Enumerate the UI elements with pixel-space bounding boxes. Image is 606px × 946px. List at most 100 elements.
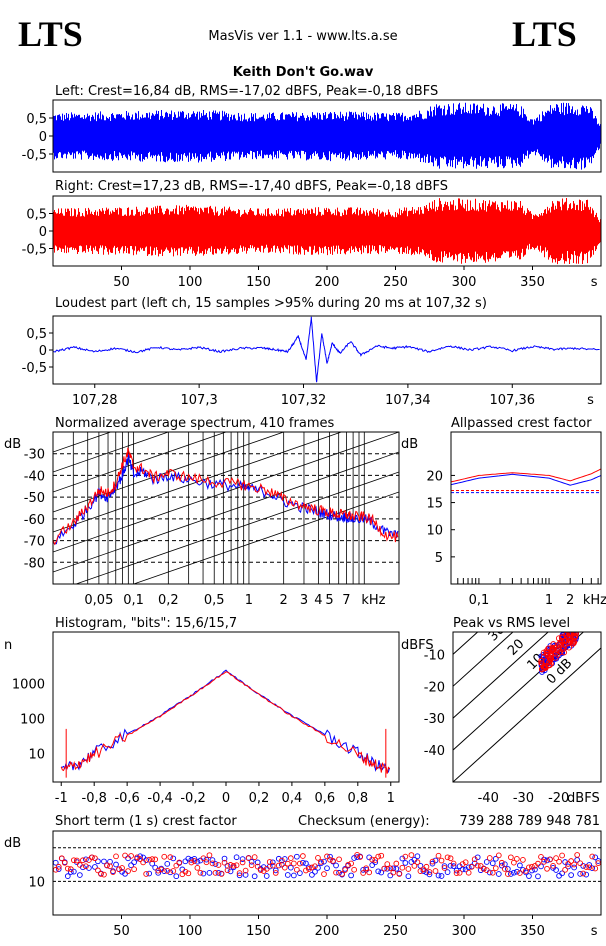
short-term-point [559,852,565,859]
x-tick-label: 100 [178,924,203,939]
file-name: Keith Don't Go.wav [233,65,374,80]
short-term-point [52,866,59,873]
short-term-point [393,860,400,867]
short-term-point [465,869,472,876]
short-term-point [486,855,493,861]
short-term-point [345,862,351,868]
peak-rms-diagonal-label: 20 [505,636,527,658]
short-term-point [203,859,210,866]
short-term-point [155,867,162,874]
short-term-point [492,865,499,872]
x-tick-label: -0,4 [147,791,172,806]
x-tick-label: 0,2 [158,593,179,608]
allpass-crest-title: Allpassed crest factor [451,416,592,431]
x-tick-label: 250 [383,924,408,939]
x-tick-label: kHz [361,593,385,608]
x-tick-label: 150 [246,275,271,290]
short-term-point [315,855,321,861]
short-term-point [348,872,354,879]
plots-layer: 0,50-0,50,50-0,550 100 150 200 250 300 350 s0,5… [12,99,606,939]
spectrum-frame [52,431,400,585]
short-term-point [535,873,541,880]
short-term-point [107,863,113,870]
short-term-point [131,859,137,866]
peak-rms-point [563,632,570,637]
short-term-point [278,861,285,868]
short-term-point [390,865,397,872]
y-tick-label: 100 [20,712,45,727]
short-term-point [381,865,388,872]
short-term-point [170,868,177,874]
short-term-point [158,866,165,873]
short-term-point [390,869,397,876]
short-term-point [215,862,222,868]
x-tick-label: kHz [583,593,606,608]
y-tick-label: 0 [39,344,47,359]
short-term-point [348,860,354,867]
allpass-ylabel: dB [401,437,418,452]
short-term-point [239,856,246,862]
spectrum-series-left [52,453,399,545]
short-term-point [155,869,162,876]
right-waveform-title: Right: Crest=17,23 dB, RMS=-17,40 dBFS, … [55,179,448,194]
short-term-point [583,871,590,878]
short-term-point [173,873,180,880]
short-term-point [360,870,367,876]
short-term-point [369,862,376,868]
x-tick-label: 107,34 [385,393,431,408]
x-tick-label: 107,3 [181,393,218,408]
short-term-point [146,870,153,877]
short-term-point [254,859,261,866]
x-tick-label: -0,2 [180,791,205,806]
short-term-point [471,856,478,863]
short-term-point [465,864,472,871]
short-term-point [432,868,439,874]
short-term-point [257,867,264,873]
short-term-point [453,870,460,876]
short-term-point [218,871,225,877]
short-term-point [221,855,228,862]
short-term-point [269,862,276,869]
short-term-point [568,872,574,878]
short-term-point [369,856,376,863]
short-term-point [170,855,177,862]
short-term-point [399,855,406,862]
spectrum-slope-line [53,252,399,372]
short-term-point [67,869,74,875]
y-tick-label: 0 [39,225,47,240]
spectrum-ylabel: dB [4,437,21,452]
short-term-point [164,868,171,874]
short-term-point [86,857,92,863]
short-term-point [426,871,433,878]
short-term-point [248,862,255,869]
x-tick-label: 150 [246,924,271,939]
short-term-point [89,854,95,861]
short-term-point [517,870,523,876]
y-tick-label: 10 [28,875,45,890]
short-term-point [64,865,71,872]
short-term-point [83,856,89,863]
short-term-point [592,865,599,872]
short-term-point [541,858,547,865]
loudest-part-frame [52,315,602,385]
short-term-point [215,870,222,876]
short-term-point [477,863,484,869]
short-term-point [300,853,306,859]
short-term-point [459,866,466,873]
short-term-point [586,864,593,871]
short-term-point [363,865,370,872]
x-tick-label: 1 [387,791,395,806]
short-term-point [278,857,285,864]
short-term-point [474,862,481,869]
short-term-point [538,854,544,860]
short-term-point [167,854,174,861]
short-term-point [357,854,364,860]
short-term-point [254,863,261,870]
short-term-point [489,860,496,867]
short-term-point [164,860,171,867]
short-term-point [128,862,134,869]
y-tick-label: 10 [426,524,443,539]
short-term-point [426,869,433,875]
short-term-point [128,853,134,859]
